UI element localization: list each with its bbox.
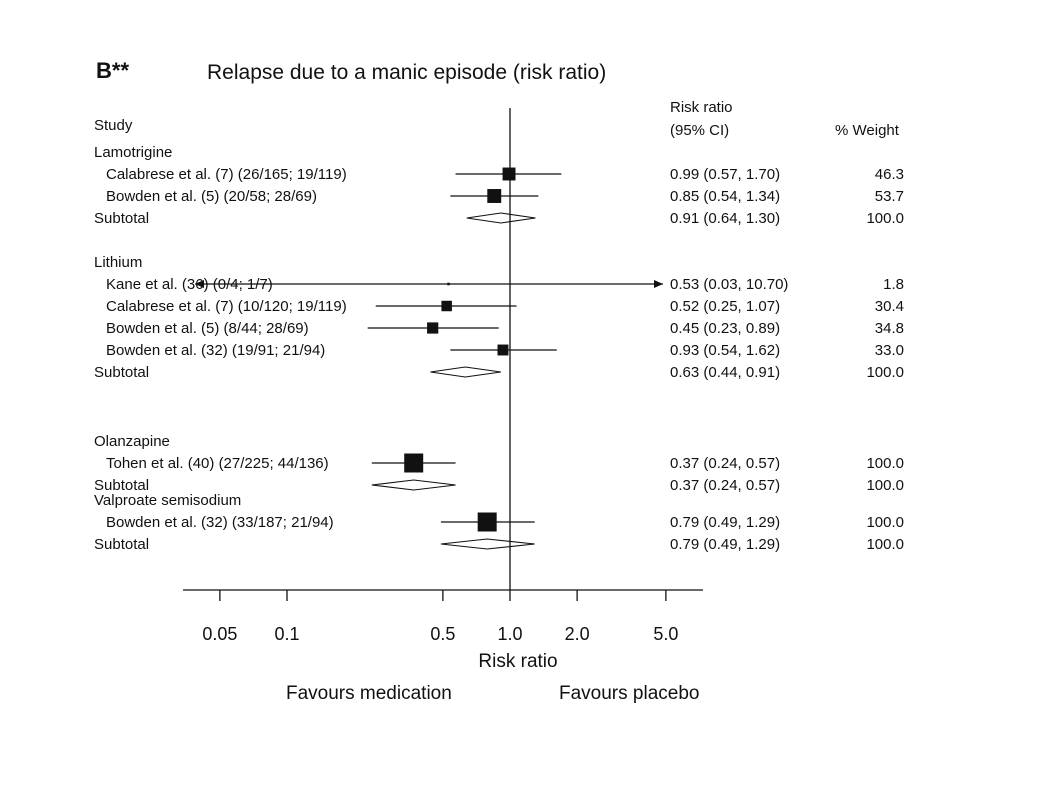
x-axis: 0.05 0.1 0.5 1.0 2.0 5.0 bbox=[183, 108, 703, 644]
group-label: Lithium bbox=[94, 254, 142, 271]
study-weight: 30.4 bbox=[875, 298, 904, 315]
subtotal-weight: 100.0 bbox=[866, 536, 904, 553]
subtotal-label: Subtotal bbox=[94, 536, 149, 553]
point-estimate-square bbox=[477, 512, 497, 532]
plot-title: Relapse due to a manic episode (risk rat… bbox=[207, 61, 606, 84]
subtotal-weight: 100.0 bbox=[866, 364, 904, 381]
study-label: Calabrese et al. (7) (26/165; 19/119) bbox=[106, 166, 347, 183]
forest-rows: Lamotrigine Calabrese et al. (7) (26/165;… bbox=[94, 144, 904, 553]
study-ci-text: 0.79 (0.49, 1.29) bbox=[670, 514, 780, 531]
study-weight: 100.0 bbox=[866, 455, 904, 472]
study-label: Tohen et al. (40) (27/225; 44/136) bbox=[106, 455, 329, 472]
point-estimate-square bbox=[404, 453, 424, 473]
subtotal-label: Subtotal bbox=[94, 477, 149, 494]
study-ci-text: 0.99 (0.57, 1.70) bbox=[670, 166, 780, 183]
subtotal-label: Subtotal bbox=[94, 210, 149, 227]
study-weight: 46.3 bbox=[875, 166, 904, 183]
study-weight: 53.7 bbox=[875, 188, 904, 205]
weight-column-header: % Weight bbox=[835, 122, 900, 139]
study-label: Bowden et al. (32) (33/187; 21/94) bbox=[106, 514, 334, 531]
subtotal-diamond bbox=[371, 479, 456, 491]
x-tick-label: 0.5 bbox=[430, 624, 455, 644]
study-label: Bowden et al. (5) (20/58; 28/69) bbox=[106, 188, 317, 205]
point-estimate-square bbox=[447, 282, 450, 286]
ci-left-arrow bbox=[195, 280, 204, 288]
study-weight: 33.0 bbox=[875, 342, 904, 359]
risk-ratio-column-header: Risk ratio bbox=[670, 99, 733, 116]
panel-tag: B** bbox=[96, 58, 129, 83]
x-tick-label: 0.1 bbox=[274, 624, 299, 644]
point-estimate-square bbox=[487, 189, 502, 203]
ci-column-header: (95% CI) bbox=[670, 122, 729, 139]
point-estimate-square bbox=[502, 167, 516, 181]
subtotal-diamond bbox=[466, 212, 536, 224]
subtotal-ci-text: 0.91 (0.64, 1.30) bbox=[670, 210, 780, 227]
study-weight: 100.0 bbox=[866, 514, 904, 531]
study-ci-text: 0.85 (0.54, 1.34) bbox=[670, 188, 780, 205]
x-axis-label: Risk ratio bbox=[478, 651, 557, 672]
study-label: Bowden et al. (5) (8/44; 28/69) bbox=[106, 320, 309, 337]
subtotal-weight: 100.0 bbox=[866, 477, 904, 494]
study-weight: 1.8 bbox=[883, 276, 904, 293]
study-ci-text: 0.45 (0.23, 0.89) bbox=[670, 320, 780, 337]
subtotal-label: Subtotal bbox=[94, 364, 149, 381]
study-label: Calabrese et al. (7) (10/120; 19/119) bbox=[106, 298, 347, 315]
study-label: Kane et al. (36) (0/4; 1/7) bbox=[106, 276, 273, 293]
subtotal-ci-text: 0.63 (0.44, 0.91) bbox=[670, 364, 780, 381]
favours-medication-label: Favours medication bbox=[286, 683, 452, 704]
favours-placebo-label: Favours placebo bbox=[559, 683, 699, 704]
study-ci-text: 0.52 (0.25, 1.07) bbox=[670, 298, 780, 315]
subtotal-diamond bbox=[430, 366, 501, 378]
study-weight: 34.8 bbox=[875, 320, 904, 337]
x-tick-label: 1.0 bbox=[497, 624, 522, 644]
point-estimate-square bbox=[427, 322, 439, 334]
subtotal-ci-text: 0.79 (0.49, 1.29) bbox=[670, 536, 780, 553]
group-label: Lamotrigine bbox=[94, 144, 172, 161]
point-estimate-square bbox=[441, 300, 452, 312]
group-label: Olanzapine bbox=[94, 433, 170, 450]
ci-right-arrow bbox=[654, 280, 663, 288]
study-ci-text: 0.53 (0.03, 10.70) bbox=[670, 276, 788, 293]
study-ci-text: 0.37 (0.24, 0.57) bbox=[670, 455, 780, 472]
subtotal-ci-text: 0.37 (0.24, 0.57) bbox=[670, 477, 780, 494]
group-label: Valproate semisodium bbox=[94, 492, 241, 509]
subtotal-weight: 100.0 bbox=[866, 210, 904, 227]
study-ci-text: 0.93 (0.54, 1.62) bbox=[670, 342, 780, 359]
x-tick-label: 2.0 bbox=[565, 624, 590, 644]
subtotal-diamond bbox=[440, 538, 535, 550]
study-column-header: Study bbox=[94, 117, 133, 134]
study-label: Bowden et al. (32) (19/91; 21/94) bbox=[106, 342, 325, 359]
x-tick-label: 0.05 bbox=[202, 624, 237, 644]
point-estimate-square bbox=[497, 344, 509, 356]
x-tick-label: 5.0 bbox=[653, 624, 678, 644]
